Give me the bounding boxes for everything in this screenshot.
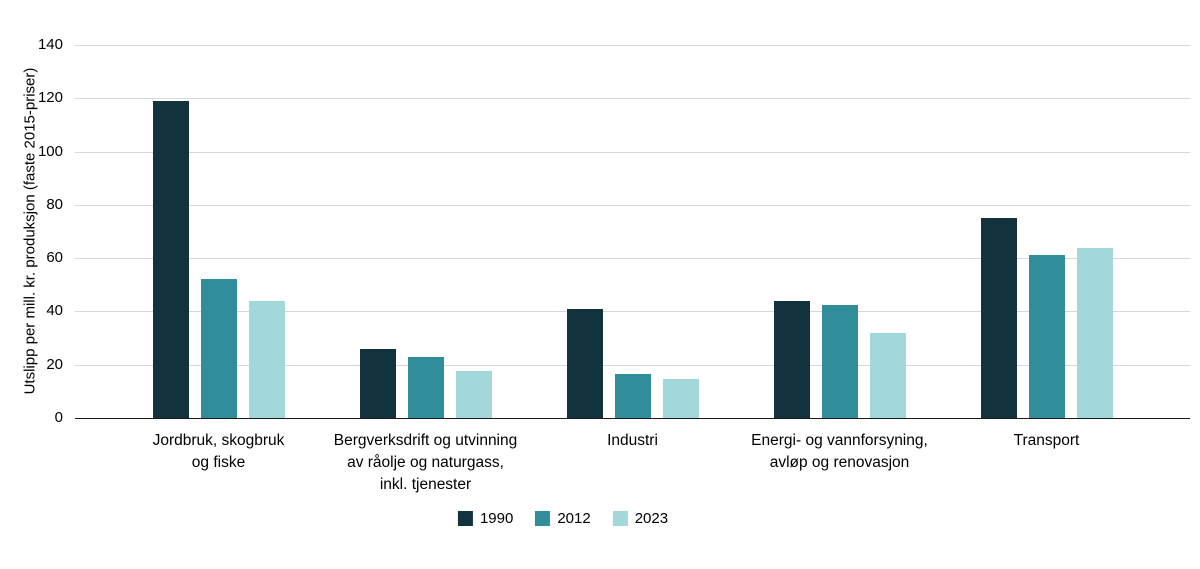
bar-1990 <box>980 218 1017 418</box>
y-tick-label: 100 <box>37 143 63 160</box>
category-label-line: Transport <box>1013 432 1080 449</box>
bar-group <box>115 45 322 418</box>
category-label: Energi- og vannforsyning, avløp og renova… <box>705 430 975 474</box>
category-label-line: inkl. tjenester <box>379 476 472 493</box>
bar-2012 <box>1028 255 1065 418</box>
legend-swatch-icon <box>612 511 628 526</box>
y-gridline <box>75 152 1190 153</box>
bar-group <box>736 45 943 418</box>
bar-2023 <box>1076 247 1113 418</box>
category-label: Industri <box>498 430 768 452</box>
category-label: Transport <box>912 430 1182 452</box>
y-gridline <box>75 45 1190 46</box>
category-label-line: og fiske <box>191 454 246 471</box>
category-label-line: Industri <box>607 432 658 449</box>
y-gridline <box>75 98 1190 99</box>
y-tick-label: 20 <box>46 356 63 373</box>
bar-2012 <box>200 279 237 418</box>
bar-group <box>322 45 529 418</box>
category-label-line: av råolje og naturgass, <box>347 454 504 471</box>
y-tick-label: 140 <box>37 36 63 53</box>
y-gridline <box>75 365 1190 366</box>
y-gridline <box>75 311 1190 312</box>
bar-2012 <box>407 356 444 418</box>
y-tick-label: 80 <box>46 196 63 213</box>
category-label-line: Bergverksdrift og utvinning <box>333 432 518 449</box>
plot-area <box>75 45 1190 419</box>
legend-item: 2012 <box>535 510 591 527</box>
bar-group <box>529 45 736 418</box>
bar-1990 <box>566 308 603 418</box>
legend-label: 1990 <box>479 510 514 527</box>
bar-2023 <box>455 371 492 418</box>
y-axis-title: Utslipp per mill. kr. produksjon (faste … <box>21 67 39 395</box>
bar-1990 <box>359 348 396 418</box>
legend-label: 2023 <box>634 510 669 527</box>
bar-2012 <box>614 374 651 418</box>
y-tick-label: 0 <box>54 409 63 426</box>
y-tick-label: 60 <box>46 249 63 266</box>
bar-1990 <box>152 100 189 418</box>
category-label: Bergverksdrift og utvinning av råolje og … <box>291 430 561 496</box>
category-label: Jordbruk, skogbruk og fiske <box>84 430 354 474</box>
legend-swatch-icon <box>535 511 551 526</box>
legend: 1990 2012 2023 <box>457 510 669 527</box>
y-gridline <box>75 205 1190 206</box>
legend-swatch-icon <box>457 511 473 526</box>
x-axis-line <box>75 418 1190 419</box>
bar-2012 <box>821 304 858 418</box>
category-label-line: avløp og renovasjon <box>769 454 910 471</box>
y-tick-label: 120 <box>37 89 63 106</box>
legend-item: 2023 <box>612 510 669 527</box>
bar-1990 <box>773 300 810 418</box>
bar-2023 <box>248 300 285 418</box>
bar-group <box>943 45 1150 418</box>
category-label-line: Jordbruk, skogbruk <box>152 432 285 449</box>
y-gridline <box>75 258 1190 259</box>
y-tick-label: 40 <box>46 302 63 319</box>
legend-label: 2012 <box>557 510 591 527</box>
legend-item: 1990 <box>457 510 514 527</box>
bar-2023 <box>662 379 699 418</box>
category-label-line: Energi- og vannforsyning, <box>751 432 928 449</box>
bar-2023 <box>869 332 906 418</box>
